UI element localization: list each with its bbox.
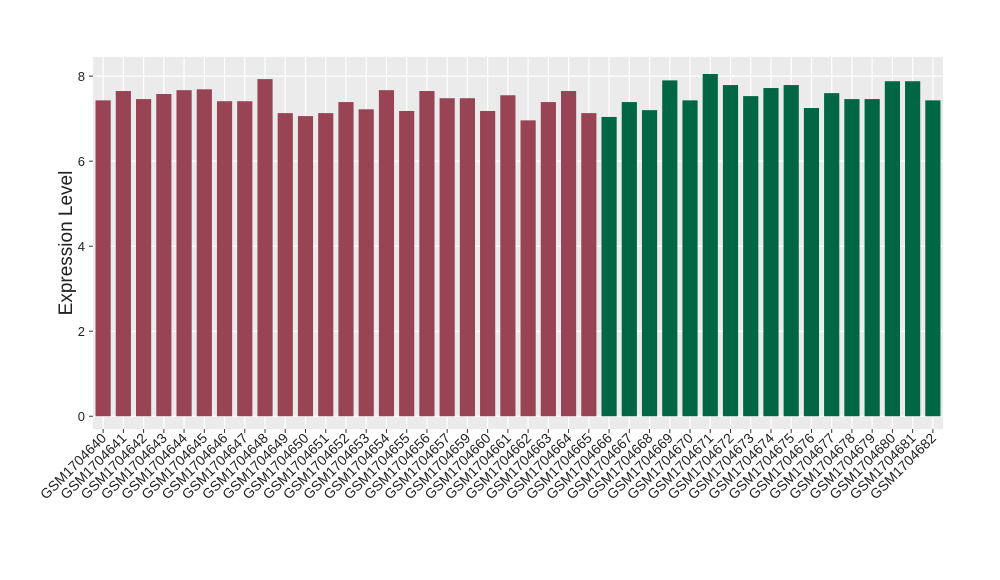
bar — [581, 113, 597, 417]
bar — [824, 93, 840, 417]
bar — [925, 100, 941, 417]
bar — [641, 110, 658, 417]
bar — [905, 81, 921, 417]
bar — [561, 91, 577, 417]
bar — [115, 91, 131, 417]
bar — [743, 96, 759, 417]
bar — [318, 113, 334, 417]
bar — [520, 120, 536, 417]
bar — [419, 91, 435, 417]
bar — [682, 100, 698, 417]
y-tick-label: 8 — [78, 69, 85, 84]
bar — [480, 110, 496, 417]
bar — [176, 90, 192, 417]
bar — [439, 98, 455, 417]
bar — [378, 90, 395, 417]
bar — [136, 99, 152, 417]
y-tick-label: 0 — [78, 409, 85, 424]
bar — [95, 100, 111, 417]
bar — [662, 80, 678, 417]
bar — [601, 116, 617, 417]
bar — [196, 89, 212, 417]
bar — [297, 116, 314, 417]
panel — [93, 57, 943, 429]
bar — [216, 101, 233, 417]
bar — [500, 95, 516, 417]
bar — [459, 98, 475, 417]
bar — [844, 99, 860, 417]
bar — [399, 110, 415, 417]
bar — [540, 102, 556, 417]
y-tick-label: 2 — [78, 324, 85, 339]
bar — [237, 101, 253, 417]
bar — [722, 85, 739, 417]
bar — [783, 85, 799, 417]
bar — [884, 81, 900, 417]
bar — [621, 102, 637, 417]
bar — [358, 109, 374, 417]
y-tick-label: 6 — [78, 154, 85, 169]
bar — [702, 74, 718, 417]
bar — [338, 102, 354, 417]
bar — [763, 88, 779, 417]
bar — [803, 108, 820, 417]
bar — [257, 79, 273, 417]
bar — [277, 113, 293, 417]
bar — [156, 93, 172, 417]
y-tick-label: 4 — [78, 239, 85, 254]
y-axis-label: Expression Level — [56, 171, 77, 316]
bar — [864, 99, 880, 417]
